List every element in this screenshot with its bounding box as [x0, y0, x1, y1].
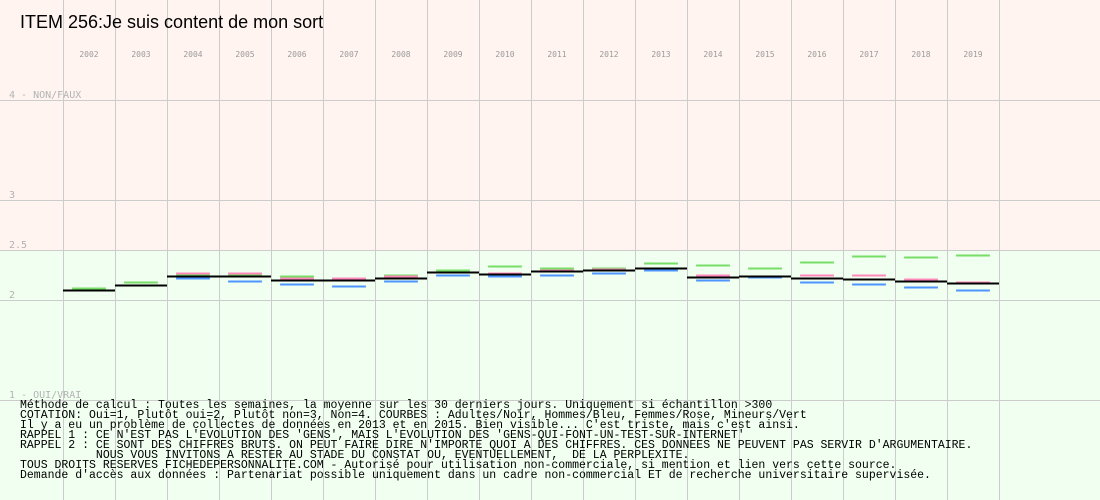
series-adultes: [63, 267, 999, 292]
band-0: [0, 0, 1100, 250]
x-tick-label: 2008: [391, 50, 410, 59]
y-tick-label: 2.5: [9, 240, 27, 251]
x-tick-label: 2007: [339, 50, 358, 59]
note-method: Méthode de calcul : Toutes les semaines,…: [20, 399, 773, 412]
data-series: [63, 254, 999, 292]
x-tick-label: 2010: [495, 50, 514, 59]
x-tick-label: 2013: [651, 50, 670, 59]
note-data-problem: Il y a eu un problème de collectes de do…: [20, 419, 800, 432]
x-tick-label: 2019: [963, 50, 982, 59]
note-rappel-2-cont: NOUS VOUS INVITONS A RESTER AU STADE DU …: [20, 449, 690, 462]
x-tick-label: 2005: [235, 50, 254, 59]
x-tick-label: 2004: [183, 50, 202, 59]
note-rappel-2: RAPPEL 2 : CE SONT DES CHIFFRES BRUTS. O…: [20, 439, 973, 452]
x-tick-label: 2018: [911, 50, 930, 59]
note-data-access: Demande d'accès aux données : Partenaria…: [20, 469, 931, 482]
x-tick-label: 2006: [287, 50, 306, 59]
x-axis-ticks: 2002 2003 2004 2005 2006 2007 2008 2009 2010 2011…: [79, 50, 982, 59]
x-tick-label: 2012: [599, 50, 618, 59]
x-tick-label: 2017: [859, 50, 878, 59]
note-copyright: TOUS DROITS RESERVES FICHEDEPERSONNALITE…: [20, 459, 897, 472]
y-tick-label: 4 - NON/FAUX: [9, 90, 81, 101]
x-tick-label: 2016: [807, 50, 826, 59]
chart-title: ITEM 256:Je suis content de mon sort: [20, 12, 324, 32]
x-tick-label: 2002: [79, 50, 98, 59]
x-tick-label: 2014: [703, 50, 722, 59]
x-tick-label: 2015: [755, 50, 774, 59]
x-tick-label: 2003: [131, 50, 150, 59]
x-tick-label: 2011: [547, 50, 566, 59]
band-1: [0, 250, 1100, 500]
x-tick-label: 2009: [443, 50, 462, 59]
y-tick-label: 1 - OUI/VRAI: [9, 390, 81, 401]
y-tick-label: 2: [9, 290, 15, 301]
notes-block: Méthode de calcul : Toutes les semaines,…: [20, 399, 973, 482]
y-tick-label: 3: [9, 190, 15, 201]
note-cotation: COTATION: Oui=1, Plutôt oui=2, Plutôt no…: [20, 409, 807, 422]
y-axis-ticks: 4 - NON/FAUX 3 2.5 2 1 - OUI/VRAI: [9, 90, 81, 401]
note-rappel-1: RAPPEL 1 : CE N'EST PAS L'EVOLUTION DES …: [20, 429, 745, 442]
